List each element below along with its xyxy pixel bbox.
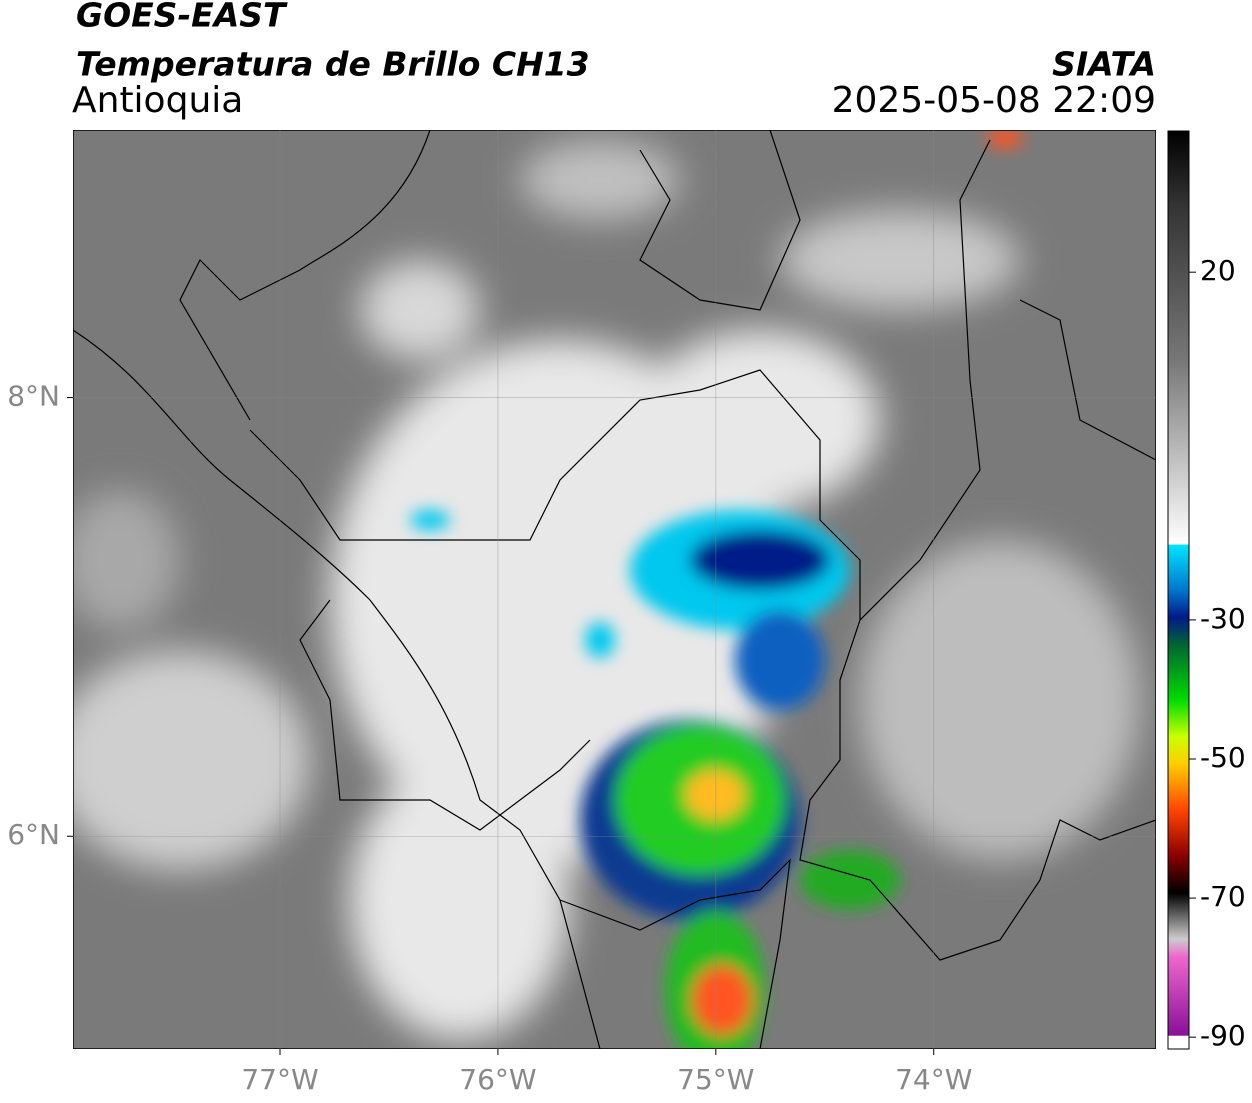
colorbar-tick-label: 20 (1200, 254, 1236, 287)
y-tick-label: 8°N (7, 380, 60, 413)
title: GOES-EAST (76, 0, 288, 35)
x-tick-label: 76°W (459, 1063, 536, 1096)
source: SIATA (1052, 45, 1156, 84)
colorbar-tick-label: -70 (1200, 880, 1246, 913)
graticule (67, 130, 1156, 1055)
colorbar-tick-label: -50 (1200, 741, 1246, 774)
x-tick-label: 74°W (895, 1063, 972, 1096)
satellite-image (73, 130, 1156, 1049)
x-tick-label: 77°W (241, 1063, 318, 1096)
region: Antioquia (72, 80, 243, 121)
y-tick-label: 6°N (7, 818, 60, 851)
colorbar-tick-label: -90 (1200, 1019, 1246, 1052)
colorbar (1167, 130, 1190, 1050)
colorbar-tick-label: -30 (1200, 602, 1246, 635)
x-tick-label: 75°W (677, 1063, 754, 1096)
datetime: 2025-05-08 22:09 (832, 80, 1156, 121)
subtitle: Temperatura de Brillo CH13 (76, 45, 590, 84)
